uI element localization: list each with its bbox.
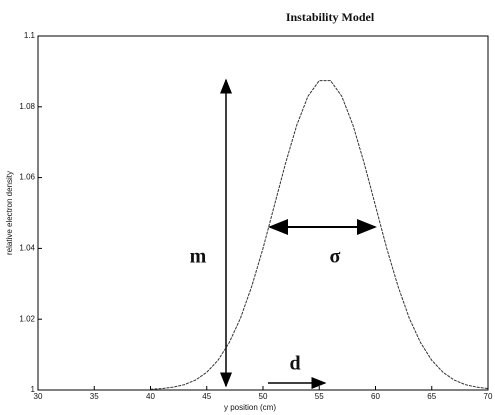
annotation-m: m bbox=[190, 246, 207, 268]
x-tick-label: 70 bbox=[484, 392, 493, 401]
y-axis-label: relative electron density bbox=[5, 171, 14, 255]
x-tick-label: 55 bbox=[315, 392, 324, 401]
x-tick-label: 35 bbox=[90, 392, 99, 401]
x-tick-label: 65 bbox=[427, 392, 436, 401]
data-line bbox=[150, 80, 489, 390]
x-tick-label: 45 bbox=[202, 392, 211, 401]
y-tick-label: 1.1 bbox=[24, 31, 36, 40]
x-axis-label: y position (cm) bbox=[224, 403, 276, 412]
x-tick-label: 30 bbox=[34, 392, 43, 401]
x-tick-label: 40 bbox=[146, 392, 155, 401]
y-tick-label: 1.04 bbox=[19, 244, 35, 253]
plot-frame bbox=[37, 35, 489, 391]
x-tick-label: 50 bbox=[259, 392, 268, 401]
y-tick-label: 1.08 bbox=[19, 102, 35, 111]
y-tick-label: 1.02 bbox=[19, 314, 35, 323]
chart-title: Instability Model bbox=[286, 10, 375, 24]
annotation-sigma: σ bbox=[330, 246, 341, 268]
x-tick-label: 60 bbox=[371, 392, 380, 401]
annotation-d: d bbox=[289, 353, 300, 375]
y-tick-label: 1.06 bbox=[19, 173, 35, 182]
y-tick-label: 1 bbox=[31, 385, 36, 394]
